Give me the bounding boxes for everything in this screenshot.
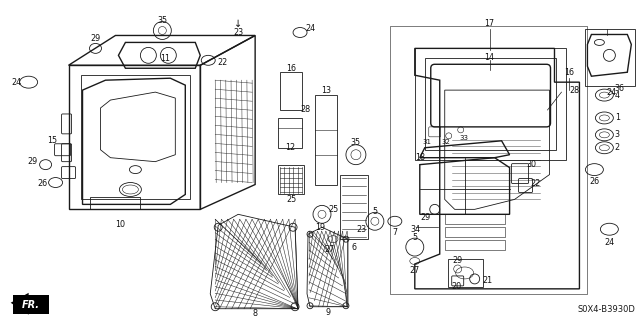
Text: 24: 24 [305,24,315,33]
Text: 16: 16 [286,64,296,73]
Text: S0X4-B3930D: S0X4-B3930D [577,305,636,314]
Text: 33: 33 [459,135,468,141]
Text: 4: 4 [615,91,620,100]
Bar [586,28,636,86]
Text: 8: 8 [253,309,258,318]
Text: 5: 5 [372,207,378,216]
Text: 32: 32 [442,139,450,145]
Text: 18: 18 [415,153,425,162]
Bar [445,240,504,250]
Text: 35: 35 [351,138,361,147]
Text: 17: 17 [484,19,495,28]
Text: 10: 10 [115,220,125,229]
Text: 29: 29 [420,213,431,222]
Text: 9: 9 [325,308,330,317]
Text: 23: 23 [357,225,367,234]
Text: 25: 25 [286,195,296,204]
Bar [278,165,304,195]
Text: 27: 27 [410,267,420,276]
Text: 22: 22 [531,179,541,188]
Text: 22: 22 [217,58,227,67]
Text: 31: 31 [422,139,431,145]
Polygon shape [13,295,49,314]
Bar [280,72,302,110]
Text: 29: 29 [452,256,463,265]
Text: 13: 13 [321,86,331,95]
Bar [448,259,483,287]
Bar [425,58,557,150]
Bar [445,214,504,224]
Text: 16: 16 [564,68,575,77]
Text: 35: 35 [157,16,168,25]
Text: 5: 5 [412,233,417,242]
Text: FR.: FR. [22,300,40,310]
Text: 28: 28 [570,86,579,95]
Text: ↓: ↓ [234,19,243,28]
Text: 14: 14 [484,53,495,62]
Text: 1: 1 [615,114,620,123]
Text: 24: 24 [606,88,616,97]
Text: 27: 27 [325,244,335,254]
Text: 19: 19 [315,223,325,232]
Text: 12: 12 [285,143,295,152]
Text: 2: 2 [615,143,620,152]
Text: 26: 26 [38,179,47,188]
Bar [415,48,566,160]
Text: 23: 23 [233,28,243,37]
Text: 28: 28 [300,106,310,115]
Text: 24: 24 [12,78,22,87]
Text: 7: 7 [392,228,397,237]
Polygon shape [11,293,49,315]
Text: 29: 29 [90,34,100,43]
Text: 20: 20 [452,282,462,291]
Bar [315,95,337,185]
Bar [278,118,302,148]
Text: 15: 15 [47,136,58,145]
Text: 30: 30 [527,160,536,169]
Text: 29: 29 [28,157,38,166]
Text: 25: 25 [329,205,339,214]
Text: 3: 3 [615,130,620,139]
Text: 21: 21 [483,276,493,285]
Text: 34: 34 [411,225,420,234]
Bar [445,227,504,237]
Text: 6: 6 [351,243,356,252]
Bar [390,26,588,294]
Text: 36: 36 [614,84,625,92]
Text: 24: 24 [604,238,614,247]
Text: 26: 26 [589,177,600,186]
Text: 11: 11 [161,54,170,63]
